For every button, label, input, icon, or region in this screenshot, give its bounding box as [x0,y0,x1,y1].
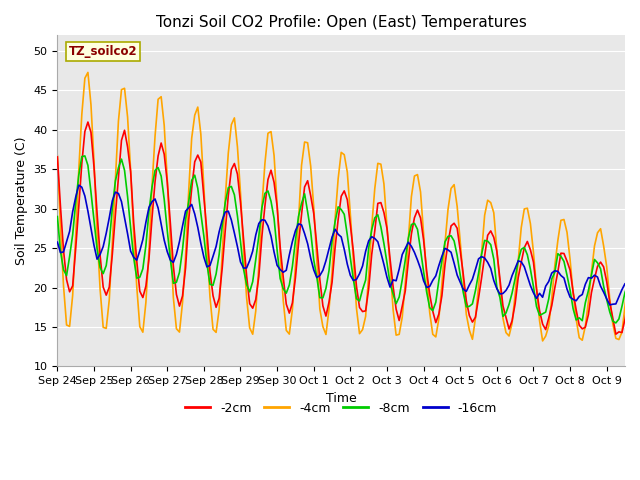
Text: TZ_soilco2: TZ_soilco2 [68,45,138,58]
Y-axis label: Soil Temperature (C): Soil Temperature (C) [15,137,28,265]
Title: Tonzi Soil CO2 Profile: Open (East) Temperatures: Tonzi Soil CO2 Profile: Open (East) Temp… [156,15,527,30]
Legend: -2cm, -4cm, -8cm, -16cm: -2cm, -4cm, -8cm, -16cm [180,396,502,420]
X-axis label: Time: Time [326,392,356,405]
